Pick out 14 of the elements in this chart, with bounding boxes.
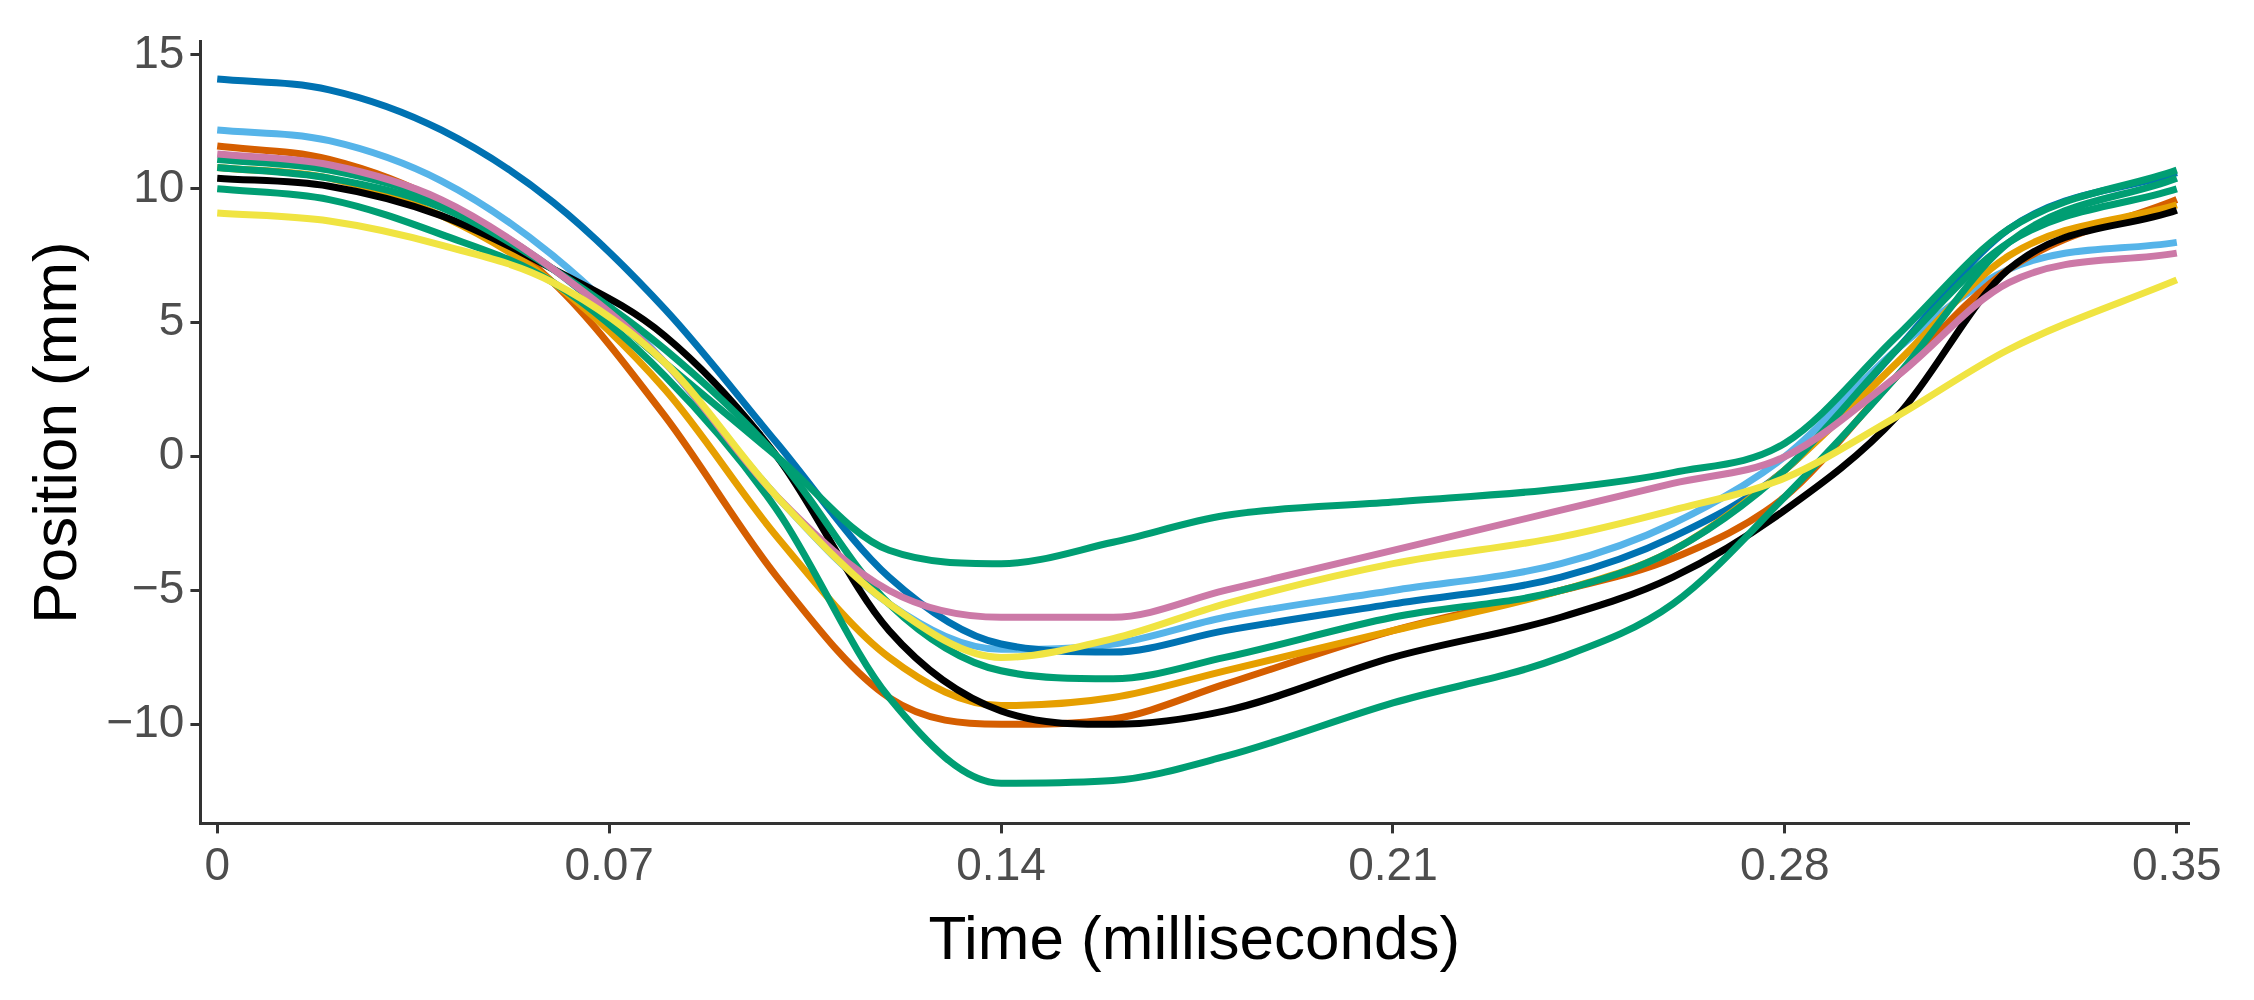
x-tick-label: 0.28: [1740, 837, 1830, 890]
x-axis-title: Time (milliseconds): [928, 902, 1461, 972]
y-tick-label: 10: [133, 159, 185, 212]
x-tick-label: 0.35: [2132, 837, 2222, 890]
x-tick-label: 0: [204, 837, 231, 890]
y-tick-label: −5: [131, 561, 185, 614]
y-tick-label: 5: [158, 293, 185, 346]
y-axis-title: Position (mm): [20, 241, 90, 624]
y-tick-label: −10: [106, 695, 185, 748]
x-tick-label: 0.21: [1348, 837, 1438, 890]
y-tick-label: 15: [133, 25, 185, 78]
x-tick-label: 0.07: [564, 837, 654, 890]
y-tick-label: 0: [158, 427, 185, 480]
x-tick-label: 0.14: [956, 837, 1046, 890]
